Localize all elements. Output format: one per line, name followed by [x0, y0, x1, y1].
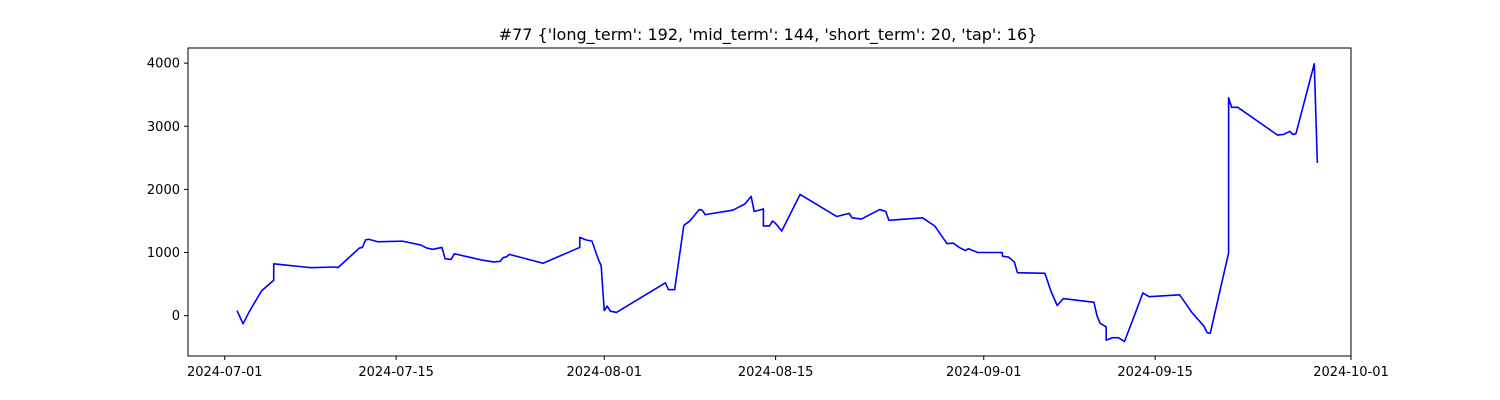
y-axis: 0 1000 2000 3000 4000 [147, 57, 188, 324]
x-tick-label: 2024-09-15 [1117, 365, 1193, 380]
x-tick-label: 2024-07-01 [187, 365, 263, 380]
series-line-0 [236, 62, 1319, 343]
plot-area-frame [187, 47, 1352, 357]
x-tick-label: 2024-08-01 [566, 365, 642, 380]
y-tick-label: 3000 [147, 120, 180, 135]
chart-title: #77 {'long_term': 192, 'mid_term': 144, … [499, 25, 1038, 45]
y-tick-label: 2000 [147, 183, 180, 198]
x-tick-label: 2024-09-01 [946, 365, 1022, 380]
series-layer [236, 62, 1319, 343]
x-tick-label: 2024-08-15 [738, 365, 814, 380]
y-tick-label: 0 [172, 309, 180, 324]
y-tick-label: 1000 [147, 246, 180, 261]
x-tick-label: 2024-10-01 [1313, 365, 1389, 380]
x-tick-label: 2024-07-15 [358, 365, 434, 380]
x-axis: 2024-07-01 2024-07-15 2024-08-01 2024-08-15… [187, 356, 1389, 380]
y-tick-label: 4000 [147, 57, 180, 72]
